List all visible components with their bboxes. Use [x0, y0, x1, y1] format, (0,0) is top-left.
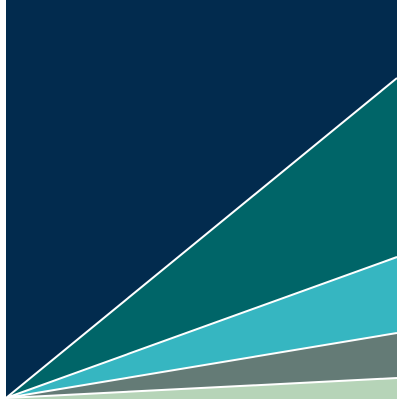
left-margin: [0, 0, 6, 399]
divider-line: [5, 377, 397, 399]
divider-line: [5, 77, 397, 399]
divider-line: [5, 256, 397, 399]
wedge-group: [6, 0, 397, 399]
wedge-navy: [6, 0, 397, 398]
divider-line: [5, 332, 397, 399]
